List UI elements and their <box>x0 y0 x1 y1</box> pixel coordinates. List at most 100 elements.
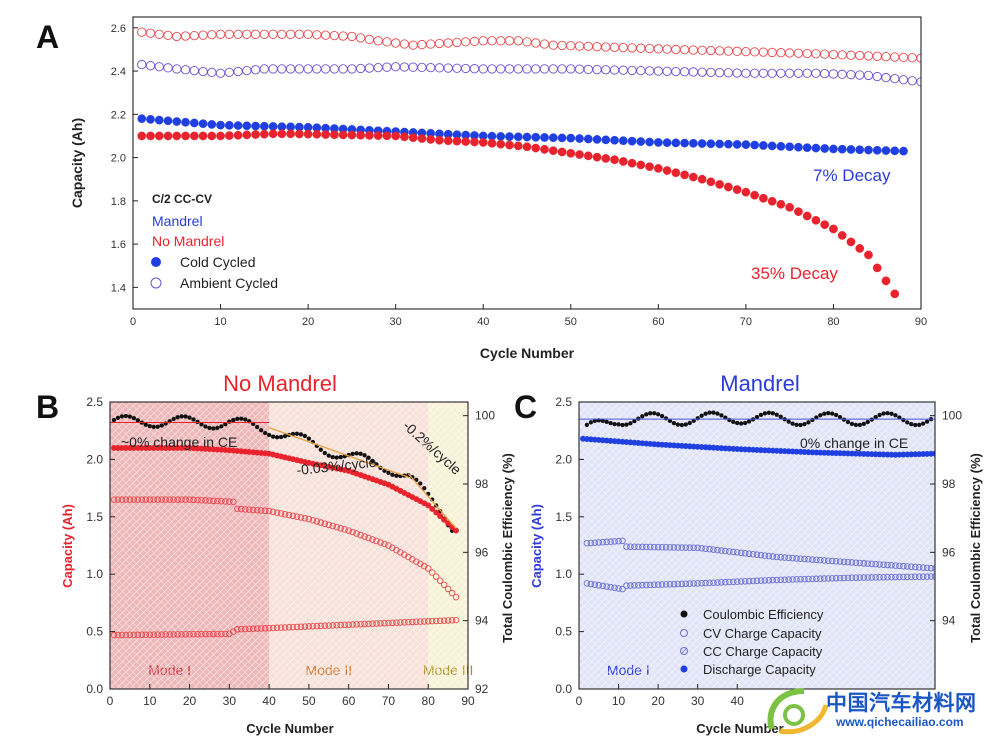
data-point <box>277 64 287 74</box>
data-point <box>422 486 427 491</box>
data-point <box>627 543 634 550</box>
data-point <box>785 48 795 58</box>
legend-discharge-marker <box>680 665 688 673</box>
legend-ambient-cycled: Ambient Cycled <box>180 275 278 291</box>
data-point <box>679 67 690 77</box>
data-point <box>718 579 725 586</box>
panel-a: A 0 10 20 30 40 50 60 70 80 90 1.4 1.6 1.8 2.0 2.2 2.4 2… <box>36 16 927 361</box>
data-point <box>154 29 164 39</box>
data-point <box>234 626 241 633</box>
data-point <box>802 211 812 221</box>
data-point <box>452 63 462 73</box>
data-point <box>880 561 887 568</box>
data-point <box>872 263 882 273</box>
data-point <box>469 64 480 74</box>
data-point <box>364 63 375 73</box>
data-point <box>680 138 689 148</box>
data-point <box>688 45 699 55</box>
data-point <box>741 68 751 78</box>
data-point <box>829 224 838 234</box>
data-point <box>706 177 716 187</box>
data-point <box>118 496 126 503</box>
data-point <box>215 425 220 431</box>
data-point <box>872 71 882 82</box>
x-tick-label: 40 <box>731 694 745 708</box>
data-point <box>338 455 343 460</box>
data-point <box>134 496 142 503</box>
y-tick-label: 2.6 <box>111 23 126 35</box>
data-point <box>631 582 638 589</box>
data-point <box>655 412 661 417</box>
data-point <box>270 434 276 439</box>
data-point <box>802 143 812 152</box>
data-point <box>154 131 164 141</box>
panel-b-xlabel: Cycle Number <box>246 721 333 736</box>
data-point <box>702 545 709 552</box>
data-point <box>811 68 821 78</box>
data-point <box>841 417 847 422</box>
data-point <box>444 617 452 624</box>
data-point <box>820 68 830 79</box>
data-point <box>583 151 593 161</box>
data-point <box>855 70 865 80</box>
data-point <box>682 544 690 551</box>
data-point <box>794 422 799 427</box>
data-point <box>654 543 662 551</box>
data-point <box>138 631 146 639</box>
y-tick-label: 2.0 <box>111 153 126 165</box>
data-point <box>207 120 217 129</box>
data-point <box>349 528 356 536</box>
data-point <box>355 33 366 43</box>
data-point <box>172 64 182 74</box>
data-point <box>259 121 269 131</box>
data-point <box>627 582 634 589</box>
data-point <box>769 576 777 584</box>
data-point <box>198 119 208 129</box>
data-point <box>249 625 257 632</box>
data-point <box>145 61 156 71</box>
data-point <box>872 560 879 568</box>
data-point <box>496 36 506 46</box>
data-point <box>777 554 784 561</box>
data-point <box>848 559 856 566</box>
data-point <box>245 625 253 633</box>
data-point <box>366 455 371 460</box>
data-point <box>540 133 549 142</box>
y-tick-label: 1.6 <box>111 239 126 251</box>
data-point <box>689 172 698 182</box>
data-point <box>194 496 201 504</box>
data-point <box>876 574 883 581</box>
y-tick-label: 0.5 <box>86 625 103 639</box>
data-point <box>259 29 269 39</box>
data-point <box>531 64 541 74</box>
data-point <box>318 447 323 452</box>
data-point <box>306 436 312 441</box>
data-point <box>426 39 436 49</box>
data-point <box>652 411 657 416</box>
data-point <box>443 38 453 48</box>
data-point <box>289 512 297 520</box>
data-point <box>690 580 697 587</box>
data-point <box>369 536 376 543</box>
x-tick-label: 10 <box>214 316 226 328</box>
data-point <box>607 583 614 591</box>
data-point <box>757 577 765 584</box>
data-point <box>175 415 180 420</box>
data-point <box>313 622 321 630</box>
data-point <box>557 64 567 74</box>
data-point <box>478 138 488 147</box>
panel-c-label: C <box>514 389 537 425</box>
data-point <box>303 29 313 39</box>
panel-b: B No Mandrel Mode IMode IIMode III 01020… <box>36 371 515 736</box>
data-point <box>706 45 716 56</box>
data-point <box>749 68 760 78</box>
data-point <box>923 573 931 580</box>
data-point <box>666 581 674 588</box>
data-point <box>123 413 129 419</box>
data-point <box>624 422 629 427</box>
x-tick-label: 30 <box>390 316 402 328</box>
data-point <box>505 140 514 150</box>
slope-mode2-line <box>268 427 409 478</box>
data-point <box>303 64 313 74</box>
data-point <box>715 411 720 416</box>
